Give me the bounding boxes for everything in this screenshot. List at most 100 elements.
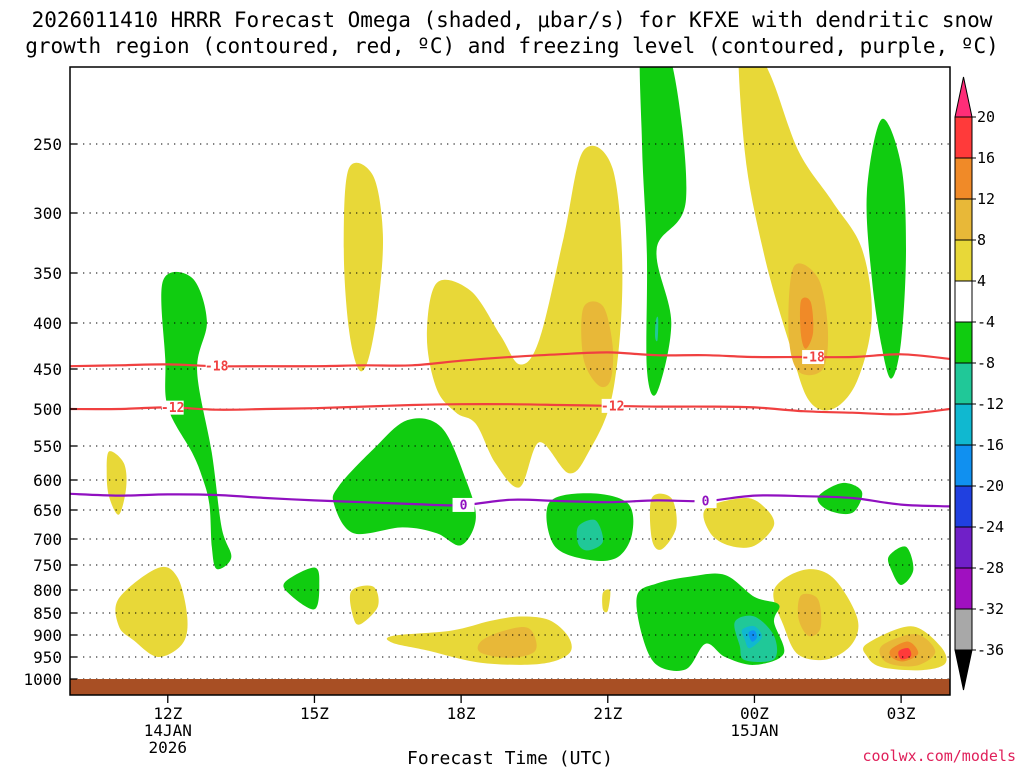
x-axis-title: Forecast Time (UTC) (407, 748, 613, 768)
omega-region-23 (639, 67, 687, 396)
omega-region-1 (426, 145, 623, 488)
x-tick-date-00Z: 15JAN (730, 721, 778, 740)
y-tick-label-250: 250 (33, 135, 62, 154)
colorbar-label-3: 8 (977, 231, 986, 249)
omega-region-6 (106, 451, 127, 515)
contour-label-0-1: -18 (801, 351, 825, 366)
contour-label-2-1: 0 (702, 495, 710, 510)
x-tick-year-12Z: 2026 (149, 738, 188, 757)
contour-label-bg-0-1 (802, 350, 825, 365)
colorbar-swatch-2 (954, 198, 973, 241)
colorbar-label-7: -12 (977, 395, 1004, 413)
omega-region-20 (161, 271, 232, 570)
y-tick-label-800: 800 (33, 581, 62, 600)
contour-label-bg-1-0 (161, 400, 184, 415)
y-tick-label-350: 350 (33, 264, 62, 283)
y-tick-label-400: 400 (33, 314, 62, 333)
colorbar-label-10: -24 (977, 518, 1004, 536)
x-tick-label-15Z: 15Z (300, 704, 329, 723)
colorbar-label-9: -20 (977, 477, 1004, 495)
x-tick-label-21Z: 21Z (593, 704, 622, 723)
x-tick-label-12Z: 12Z (153, 704, 182, 723)
omega-region-19 (898, 648, 912, 660)
y-tick-label-700: 700 (33, 530, 62, 549)
y-tick-label-750: 750 (33, 556, 62, 575)
colorbar-label-2: 12 (977, 190, 995, 208)
colorbar-swatch-11 (954, 567, 973, 610)
omega-region-10 (477, 626, 537, 658)
omega-region-33 (817, 482, 863, 515)
colorbar-swatch-12 (954, 608, 973, 651)
y-tick-label-550: 550 (33, 437, 62, 456)
chart-title-line-2: growth region (contoured, red, ºC) and f… (25, 34, 999, 58)
contour-label-1-1: -12 (601, 399, 624, 414)
omega-region-2 (581, 301, 614, 388)
contour-label-bg-0-0 (205, 359, 228, 374)
y-tick-label-900: 900 (33, 626, 62, 645)
colorbar-top-arrow (954, 76, 973, 118)
colorbar-swatch-7 (954, 403, 973, 446)
colorbar-swatch-4 (954, 280, 973, 323)
omega-region-11 (649, 493, 677, 550)
colorbar-label-8: -16 (977, 436, 1004, 454)
colorbar-swatch-5 (954, 321, 973, 364)
x-tick-label-00Z: 00Z (740, 704, 769, 723)
contour-label-2-0: 0 (460, 498, 468, 513)
chart-title-line-1: 2026011410 HRRR Forecast Omega (shaded, … (32, 8, 993, 32)
omega-region-13 (602, 589, 611, 613)
omega-region-3 (738, 67, 872, 411)
y-tick-label-600: 600 (33, 471, 62, 490)
site-credit: coolwx.com/models (862, 747, 1016, 765)
y-tick-label-450: 450 (33, 360, 62, 379)
y-tick-label-1000: 1000 (23, 670, 62, 689)
omega-shaded-regions (106, 67, 947, 671)
omega-region-25 (576, 519, 604, 551)
omega-region-5 (799, 297, 814, 349)
colorbar-label-5: -4 (977, 313, 995, 331)
omega-region-21 (283, 567, 320, 610)
omega-region-30 (866, 118, 906, 379)
x-tick-date-12Z: 14JAN (144, 721, 192, 740)
omega-region-0 (343, 162, 384, 372)
x-tick-label-18Z: 18Z (447, 704, 476, 723)
colorbar-swatch-0 (954, 116, 973, 159)
y-tick-label-500: 500 (33, 400, 62, 419)
colorbar-label-1: 16 (977, 149, 995, 167)
contour-label-bg-2-1 (694, 494, 717, 508)
plot-frame (69, 66, 951, 696)
colorbar-swatch-10 (954, 526, 973, 569)
colorbar-swatch-8 (954, 444, 973, 487)
colorbar-label-13: -36 (977, 641, 1004, 659)
y-tick-label-950: 950 (33, 648, 62, 667)
colorbar-swatch-1 (954, 157, 973, 200)
omega-region-7 (115, 566, 188, 658)
colorbar-label-4: 4 (977, 272, 986, 290)
contour-label-bg-1-1 (601, 398, 624, 413)
contour-label-bg-2-0 (452, 497, 475, 512)
y-tick-label-850: 850 (33, 604, 62, 623)
colorbar-label-11: -28 (977, 559, 1004, 577)
contour-line-2 (70, 492, 950, 508)
colorbar: 20 16 12 8 4 -4 -8 -12 -16 -20 -24 -28 -32 -36 (954, 76, 1004, 691)
omega-region-9 (386, 616, 572, 665)
contour-line-1 (70, 403, 950, 416)
ground-surface (70, 679, 950, 695)
colorbar-label-0: 20 (977, 108, 995, 126)
omega-region-29 (748, 630, 757, 642)
y-tick-label-300: 300 (33, 204, 62, 223)
colorbar-swatch-6 (954, 362, 973, 405)
y-tick-label-650: 650 (33, 501, 62, 520)
omega-region-8 (349, 585, 379, 625)
omega-region-22 (332, 418, 476, 546)
colorbar-swatch-3 (954, 239, 973, 282)
colorbar-swatch-9 (954, 485, 973, 528)
contour-label-0-0: -18 (205, 360, 229, 375)
temperature-contours: -18 -18 -12 -12 0 0 (70, 350, 950, 513)
contour-label-1-0: -12 (161, 401, 184, 416)
colorbar-bottom-arrow (954, 649, 973, 691)
x-tick-label-03Z: 03Z (887, 704, 916, 723)
colorbar-label-6: -8 (977, 354, 995, 372)
y-axis: 250 300 350 400 450 500 550 600 650 700 750 800 850 9… (23, 135, 77, 689)
